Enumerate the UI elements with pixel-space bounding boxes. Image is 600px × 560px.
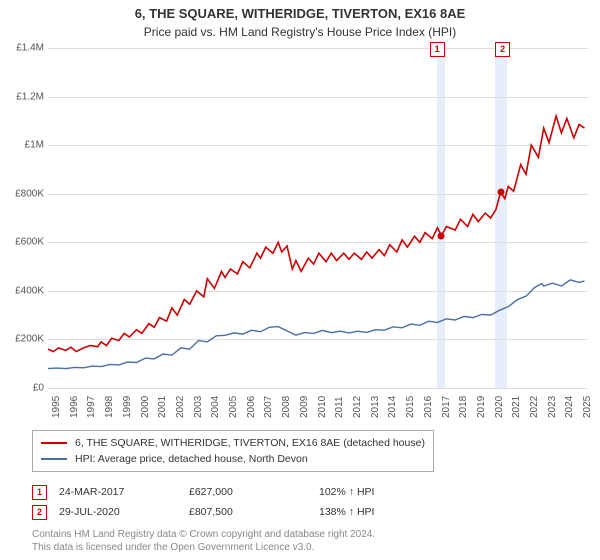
x-tick-label: 2007 [263, 396, 274, 418]
x-tick-label: 1998 [104, 396, 115, 418]
x-tick-label: 2013 [370, 396, 381, 418]
x-tick-label: 2015 [405, 396, 416, 418]
x-tick-label: 2005 [228, 396, 239, 418]
legend-swatch [41, 442, 67, 444]
x-tick-label: 2023 [547, 396, 558, 418]
y-tick-label: £1.4M [0, 43, 44, 54]
series-legend: 6, THE SQUARE, WITHERIDGE, TIVERTON, EX1… [32, 430, 434, 472]
attribution: Contains HM Land Registry data © Crown c… [32, 529, 375, 554]
y-tick-label: £0 [0, 383, 44, 394]
y-tick-label: £800K [0, 188, 44, 199]
x-tick-label: 2006 [246, 396, 257, 418]
x-tick-label: 2014 [387, 396, 398, 418]
plot-region: 12 [48, 48, 588, 389]
legend-label: HPI: Average price, detached house, Nort… [75, 453, 308, 465]
sale-date: 24-MAR-2017 [59, 486, 189, 498]
x-tick-label: 1996 [69, 396, 80, 418]
legend-row: HPI: Average price, detached house, Nort… [41, 451, 425, 467]
legend-block: 6, THE SQUARE, WITHERIDGE, TIVERTON, EX1… [32, 430, 572, 522]
x-tick-label: 2003 [193, 396, 204, 418]
series-hpi [48, 280, 585, 369]
page-title: 6, THE SQUARE, WITHERIDGE, TIVERTON, EX1… [0, 6, 600, 23]
sale-price: £807,500 [189, 506, 319, 518]
gridline [48, 388, 588, 389]
y-tick-label: £600K [0, 237, 44, 248]
x-tick-label: 2009 [299, 396, 310, 418]
sale-marker-dot [438, 232, 445, 239]
sale-vs-hpi: 138% ↑ HPI [319, 506, 449, 518]
x-tick-label: 2016 [423, 396, 434, 418]
sale-row: 2 29-JUL-2020£807,500138% ↑ HPI [32, 502, 572, 522]
title-block: 6, THE SQUARE, WITHERIDGE, TIVERTON, EX1… [0, 0, 600, 39]
sale-vs-hpi: 102% ↑ HPI [319, 486, 449, 498]
series-property [48, 116, 585, 352]
sales-table: 1 24-MAR-2017£627,000102% ↑ HPI 2 29-JUL-20… [32, 482, 572, 522]
legend-label: 6, THE SQUARE, WITHERIDGE, TIVERTON, EX1… [75, 437, 425, 449]
x-tick-label: 2004 [210, 396, 221, 418]
x-tick-label: 2000 [140, 396, 151, 418]
y-tick-label: £1M [0, 140, 44, 151]
sale-date: 29-JUL-2020 [59, 506, 189, 518]
x-tick-label: 2022 [529, 396, 540, 418]
line-svg [48, 48, 588, 388]
y-tick-label: £1.2M [0, 91, 44, 102]
x-tick-label: 2010 [317, 396, 328, 418]
sale-marker-dot [497, 188, 504, 195]
legend-swatch [41, 458, 67, 460]
x-tick-label: 2011 [334, 396, 345, 418]
x-tick-label: 1995 [51, 396, 62, 418]
attribution-line2: This data is licensed under the Open Gov… [32, 542, 375, 555]
y-tick-label: £200K [0, 334, 44, 345]
x-tick-label: 2018 [458, 396, 469, 418]
sale-price: £627,000 [189, 486, 319, 498]
x-tick-label: 1999 [122, 396, 133, 418]
legend-row: 6, THE SQUARE, WITHERIDGE, TIVERTON, EX1… [41, 435, 425, 451]
sale-row-marker: 2 [32, 505, 47, 520]
sale-row-marker: 1 [32, 485, 47, 500]
y-tick-label: £400K [0, 285, 44, 296]
x-tick-label: 2012 [352, 396, 363, 418]
x-tick-label: 2001 [157, 396, 168, 418]
x-tick-label: 2017 [441, 396, 452, 418]
sale-marker-box: 2 [495, 42, 510, 57]
x-tick-label: 1997 [86, 396, 97, 418]
attribution-line1: Contains HM Land Registry data © Crown c… [32, 529, 375, 542]
x-axis-labels: 1995 1996 1997 1998 1999 2000 2001 2002 2003 2004… [48, 392, 588, 422]
x-tick-label: 2025 [582, 396, 593, 418]
x-tick-label: 2008 [281, 396, 292, 418]
x-tick-label: 2019 [476, 396, 487, 418]
x-tick-label: 2021 [511, 396, 522, 418]
x-tick-label: 2020 [494, 396, 505, 418]
x-tick-label: 2024 [564, 396, 575, 418]
sale-marker-box: 1 [430, 42, 445, 57]
x-tick-label: 2002 [175, 396, 186, 418]
page-subtitle: Price paid vs. HM Land Registry's House … [0, 25, 600, 39]
sale-row: 1 24-MAR-2017£627,000102% ↑ HPI [32, 482, 572, 502]
chart-area: £0£200K£400K£600K£800K£1M£1.2M£1.4M 12 1… [0, 44, 600, 424]
